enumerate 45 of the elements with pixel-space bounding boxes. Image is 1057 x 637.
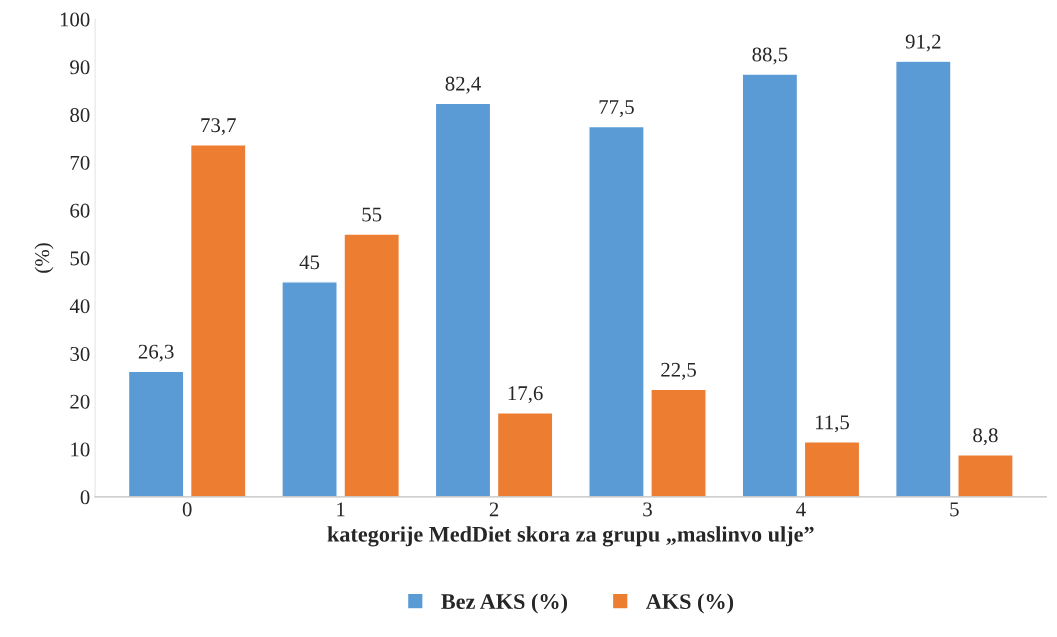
y-tick-label: 80	[70, 108, 90, 123]
data-label: 73,7	[201, 118, 236, 136]
data-label: 91,2	[905, 34, 941, 52]
data-label: 88,5	[752, 47, 788, 65]
legend-label: Bez AKS (%)	[441, 593, 568, 614]
x-tick-label: 1	[337, 502, 345, 517]
y-tick-label: 70	[70, 155, 90, 170]
bar	[588, 125, 645, 497]
data-label: 26,3	[138, 344, 174, 362]
x-axis-title: kategorije MedDiet skora za grupu „maslinvo ulje”	[327, 526, 814, 547]
y-tick-label: 90	[70, 60, 90, 75]
x-tick-label: 0	[182, 502, 192, 517]
y-tick-label: 40	[69, 299, 90, 314]
bar	[741, 73, 799, 497]
bar	[803, 441, 861, 497]
x-tick-label: 2	[489, 502, 499, 517]
bar	[496, 412, 554, 497]
data-label: 8,8	[973, 428, 998, 446]
y-tick-label: 20	[70, 394, 90, 409]
data-label: 22,5	[661, 362, 696, 380]
y-tick-label: 50	[70, 251, 90, 266]
bar	[894, 60, 952, 497]
y-tick-label: 10	[71, 442, 90, 457]
x-tick-label: 3	[643, 502, 652, 517]
legend-label: AKS (%)	[646, 593, 734, 614]
bar	[650, 388, 707, 497]
y-tick-label: 0	[80, 490, 90, 505]
data-label: 17,6	[508, 386, 543, 404]
bar	[957, 454, 1014, 497]
y-tick-label: 30	[70, 346, 90, 361]
data-label: 11,5	[815, 415, 850, 433]
bar	[127, 370, 185, 497]
bar	[281, 281, 338, 497]
data-label: 45	[299, 255, 320, 270]
bar	[434, 102, 492, 497]
data-label: 77,5	[599, 100, 634, 118]
y-tick-label: 60	[70, 203, 90, 218]
x-tick-label: 5	[950, 502, 959, 517]
data-label: 82,4	[445, 76, 481, 94]
y-axis-title: (%)	[34, 243, 54, 273]
bar	[343, 233, 400, 497]
x-tick-label: 4	[796, 502, 806, 517]
data-label: 55	[362, 207, 382, 222]
y-tick-label: 100	[60, 12, 90, 27]
bar	[189, 144, 247, 497]
